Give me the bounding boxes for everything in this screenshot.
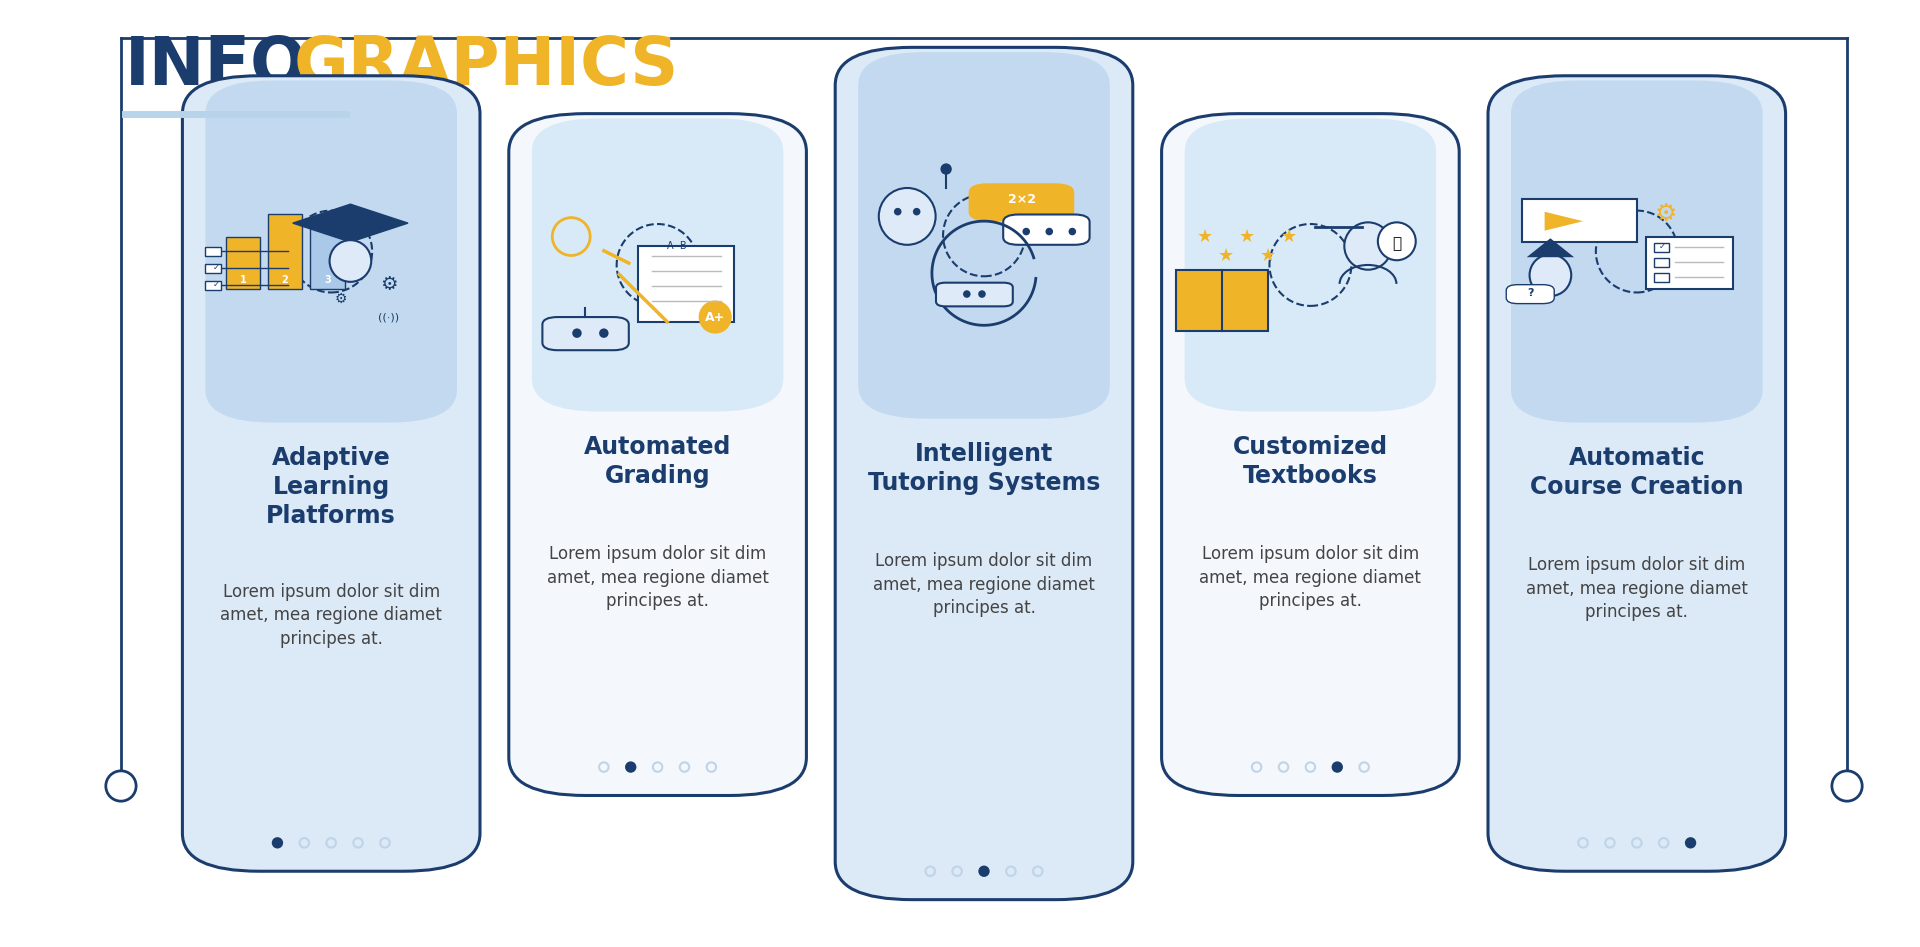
FancyBboxPatch shape [858,52,1110,419]
Ellipse shape [626,761,636,773]
Text: Automatic
Course Creation: Automatic Course Creation [1530,446,1743,499]
FancyBboxPatch shape [1162,114,1459,795]
Text: ⚙: ⚙ [380,276,397,295]
FancyBboxPatch shape [509,114,806,795]
FancyBboxPatch shape [267,214,301,290]
Text: ★: ★ [1260,246,1277,264]
Polygon shape [1544,212,1582,231]
FancyBboxPatch shape [309,225,344,290]
Text: Lorem ipsum dolor sit dim
amet, mea regione diamet
principes at.: Lorem ipsum dolor sit dim amet, mea regi… [547,545,768,610]
Ellipse shape [977,290,985,297]
Polygon shape [1526,239,1574,258]
Ellipse shape [1332,761,1342,773]
FancyBboxPatch shape [1647,238,1734,290]
FancyBboxPatch shape [1488,76,1786,871]
Text: ((·)): ((·)) [378,313,399,323]
Text: ★: ★ [1281,227,1298,245]
FancyBboxPatch shape [205,281,221,291]
Text: ✓: ✓ [213,263,221,272]
FancyBboxPatch shape [1655,259,1670,267]
FancyBboxPatch shape [1655,274,1670,282]
Text: 3: 3 [324,275,330,285]
Text: ✓: ✓ [213,280,221,289]
FancyBboxPatch shape [1175,270,1269,331]
FancyBboxPatch shape [532,118,783,412]
Text: 1: 1 [240,275,246,285]
Ellipse shape [1046,227,1052,235]
Ellipse shape [895,207,902,215]
FancyBboxPatch shape [1511,80,1763,422]
Text: 💡: 💡 [1392,237,1402,252]
Text: ✓: ✓ [1659,242,1665,251]
FancyBboxPatch shape [205,247,221,257]
Ellipse shape [964,290,972,297]
Ellipse shape [1530,255,1571,296]
Text: ?: ? [1526,288,1534,298]
Ellipse shape [941,163,952,174]
FancyBboxPatch shape [205,264,221,274]
Ellipse shape [1069,227,1075,235]
Text: Lorem ipsum dolor sit dim
amet, mea regione diamet
principes at.: Lorem ipsum dolor sit dim amet, mea regi… [1200,545,1421,610]
FancyBboxPatch shape [637,246,733,322]
Text: 2×2: 2×2 [1008,193,1037,205]
Text: ★: ★ [1238,227,1256,245]
Text: 2: 2 [282,275,288,285]
Ellipse shape [1023,227,1029,235]
Ellipse shape [330,241,371,282]
Text: Automated
Grading: Automated Grading [584,436,732,488]
Ellipse shape [1344,223,1392,270]
Text: ★: ★ [1217,246,1235,264]
FancyBboxPatch shape [935,282,1014,306]
Ellipse shape [699,300,732,333]
Polygon shape [292,205,407,242]
Text: A+: A+ [705,311,726,324]
FancyBboxPatch shape [1185,118,1436,412]
Ellipse shape [273,837,282,849]
Text: Lorem ipsum dolor sit dim
amet, mea regione diamet
principes at.: Lorem ipsum dolor sit dim amet, mea regi… [1526,556,1747,621]
Ellipse shape [1379,223,1415,260]
Ellipse shape [979,866,989,877]
Ellipse shape [1832,771,1862,801]
FancyBboxPatch shape [1505,285,1555,304]
FancyBboxPatch shape [1521,200,1636,242]
FancyBboxPatch shape [543,317,630,350]
Text: A  B: A B [668,241,687,251]
FancyBboxPatch shape [1655,243,1670,252]
Ellipse shape [599,329,609,338]
Text: Lorem ipsum dolor sit dim
amet, mea regione diamet
principes at.: Lorem ipsum dolor sit dim amet, mea regi… [874,552,1094,617]
FancyBboxPatch shape [205,80,457,422]
FancyBboxPatch shape [968,183,1075,221]
Ellipse shape [1686,837,1695,849]
Ellipse shape [879,188,935,244]
FancyBboxPatch shape [227,238,259,290]
Text: ★: ★ [1196,227,1213,245]
Text: Adaptive
Learning
Platforms: Adaptive Learning Platforms [267,446,396,527]
Text: Intelligent
Tutoring Systems: Intelligent Tutoring Systems [868,442,1100,495]
Text: GRAPHICS: GRAPHICS [294,33,680,99]
FancyBboxPatch shape [182,76,480,871]
FancyBboxPatch shape [835,47,1133,900]
Text: ⚙: ⚙ [334,292,348,306]
Ellipse shape [572,329,582,338]
Ellipse shape [912,207,920,215]
Ellipse shape [106,771,136,801]
Text: Lorem ipsum dolor sit dim
amet, mea regione diamet
principes at.: Lorem ipsum dolor sit dim amet, mea regi… [221,582,442,648]
FancyBboxPatch shape [1002,214,1089,244]
Text: INFO: INFO [125,33,307,99]
Text: ⚙: ⚙ [1655,202,1676,225]
Text: Customized
Textbooks: Customized Textbooks [1233,436,1388,488]
